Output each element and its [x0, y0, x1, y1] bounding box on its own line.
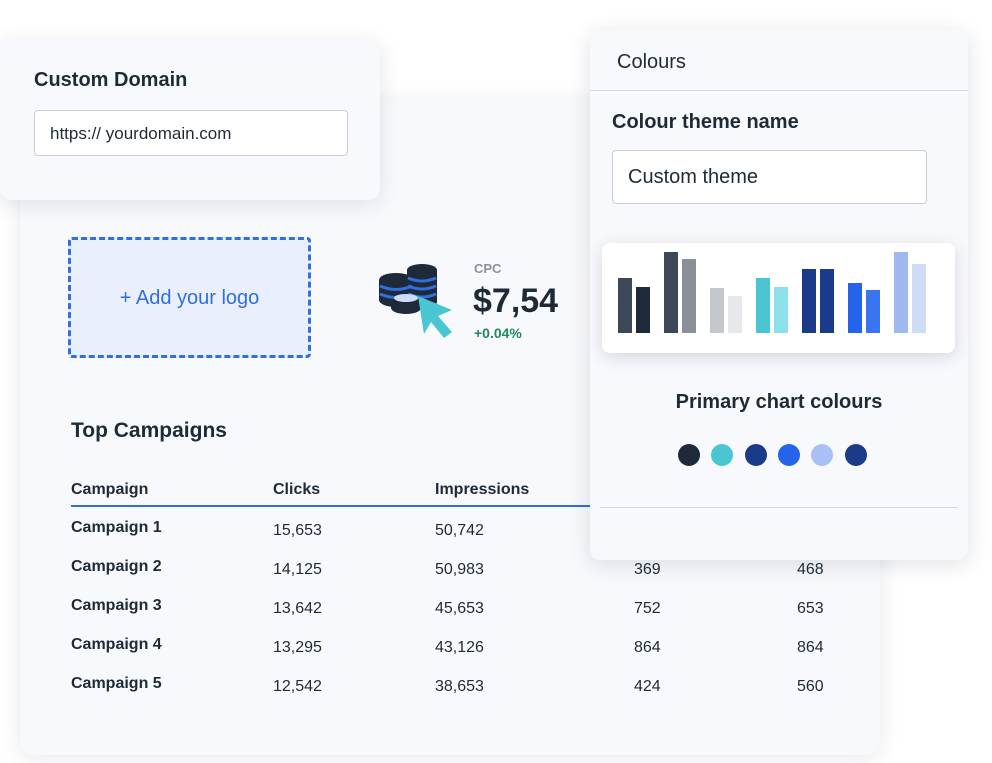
theme-input[interactable]: Custom theme — [612, 150, 927, 204]
campaign-name: Campaign 3 — [71, 597, 162, 614]
domain-input[interactable]: https:// yourdomain.com — [34, 110, 348, 156]
panel-title: Colours — [617, 51, 686, 73]
divider — [590, 90, 968, 91]
kpi-change: +0.04% — [474, 325, 522, 341]
table-cell: 424 — [634, 678, 661, 695]
table-cell: 12,542 — [273, 678, 322, 695]
table-title: Top Campaigns — [71, 419, 227, 442]
palette-label: Primary chart colours — [675, 391, 883, 413]
table-cell: 43,126 — [435, 639, 484, 656]
table-cell: 14,125 — [273, 561, 322, 578]
campaign-name: Campaign 4 — [71, 636, 162, 653]
table-cell: 13,642 — [273, 600, 322, 617]
domain-input-text: https:// yourdomain.com — [50, 124, 232, 143]
table-cell: 864 — [797, 639, 824, 656]
kpi-label: CPC — [474, 261, 502, 276]
table-cell: 13,295 — [273, 639, 322, 656]
table-cell: 15,653 — [273, 522, 322, 539]
table-cell: 50,983 — [435, 561, 484, 578]
domain-title: Custom Domain — [34, 69, 188, 91]
header-underline — [71, 505, 601, 507]
table-header: Impressions — [435, 481, 530, 498]
campaign-name: Campaign 2 — [71, 558, 162, 575]
theme-label: Colour theme name — [612, 111, 799, 133]
table-cell: 45,653 — [435, 600, 484, 617]
table-cell: 653 — [797, 600, 824, 617]
campaign-name: Campaign 5 — [71, 675, 162, 692]
kpi-value: $7,54 — [473, 282, 559, 320]
chart-preview — [602, 243, 955, 353]
divider — [600, 507, 958, 508]
coins-icon — [379, 264, 452, 338]
table-header: Campaign — [71, 481, 149, 498]
theme-input-text: Custom theme — [628, 166, 759, 188]
campaign-name: Campaign 1 — [71, 519, 162, 536]
logo-dropzone[interactable]: + Add your logo — [68, 237, 311, 358]
logo-label: + Add your logo — [119, 287, 260, 309]
table-cell: 50,742 — [435, 522, 484, 539]
table-cell: 369 — [634, 561, 661, 578]
table-cell: 864 — [634, 639, 661, 656]
table-cell: 752 — [634, 600, 661, 617]
table-cell: 468 — [797, 561, 824, 578]
table-cell: 38,653 — [435, 678, 484, 695]
domain-card: Custom Domain https:// yourdomain.com — [0, 40, 380, 200]
table-header: Clicks — [273, 481, 321, 498]
table-cell: 560 — [797, 678, 824, 695]
